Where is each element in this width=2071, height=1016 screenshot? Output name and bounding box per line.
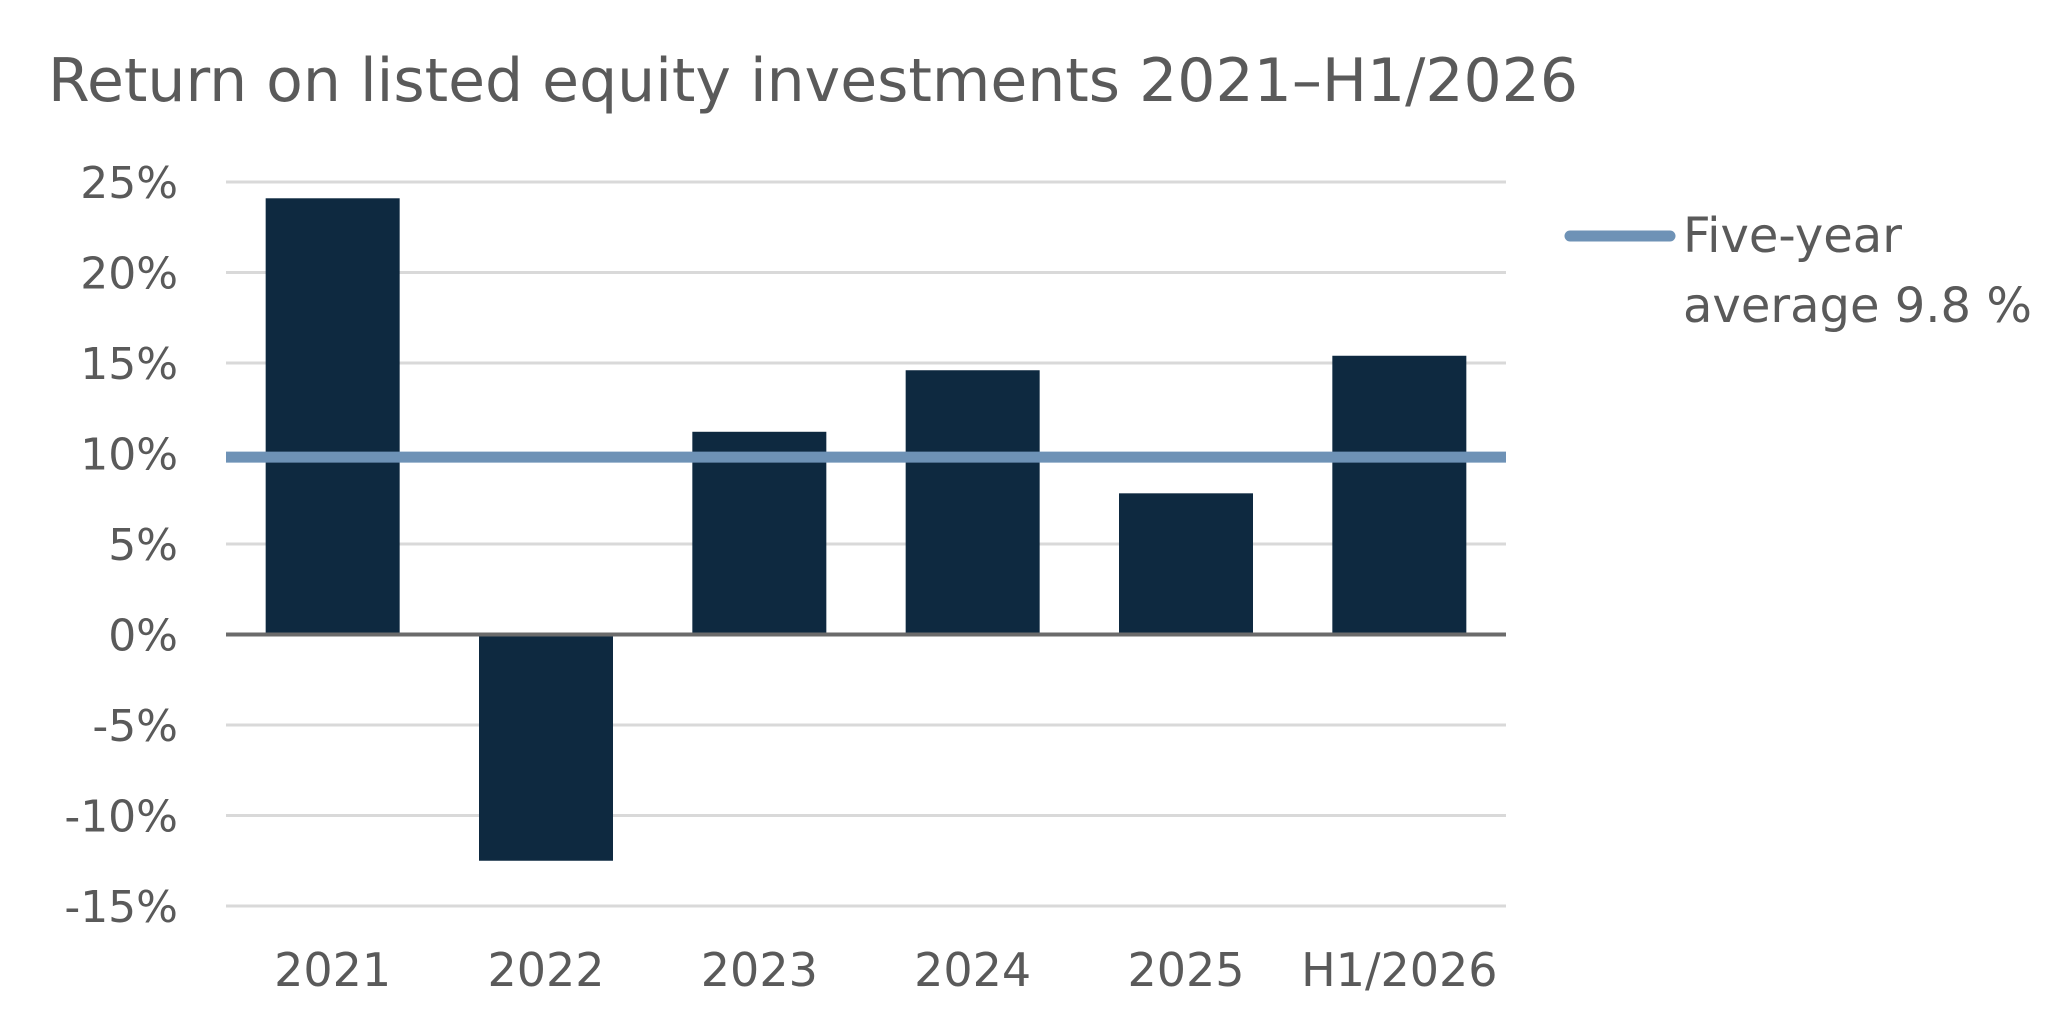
y-tick-label: -5% xyxy=(92,701,178,752)
legend-label-line-2: average 9.8 % xyxy=(1683,278,2032,334)
x-category-label: 2024 xyxy=(914,943,1031,997)
bar-2024 xyxy=(905,370,1040,635)
x-category-label: 2023 xyxy=(701,943,818,997)
y-tick-label: 5% xyxy=(108,520,178,571)
legend: Five-year average 9.8 % xyxy=(1564,208,2032,334)
bar-2025 xyxy=(1119,493,1253,635)
bar-2023 xyxy=(692,431,827,635)
bar-2022 xyxy=(479,634,613,861)
y-tick-label: -10% xyxy=(64,792,178,843)
y-tick-label: 0% xyxy=(108,611,178,662)
legend-label-line-1: Five-year xyxy=(1683,208,1902,264)
chart-title: Return on listed equity investments 2021… xyxy=(48,46,1579,116)
gridlines xyxy=(226,180,1506,908)
y-tick-label: 25% xyxy=(80,158,178,209)
x-category-label: H1/2026 xyxy=(1301,943,1497,997)
y-tick-label: -15% xyxy=(64,882,178,933)
x-category-label: 2025 xyxy=(1127,943,1244,997)
y-axis-tick-labels: 25% 20% 15% 10% 5% 0% -5% -10% -15% xyxy=(64,158,178,933)
bars xyxy=(265,198,1467,861)
x-category-label: 2021 xyxy=(274,943,391,997)
y-tick-label: 10% xyxy=(80,430,178,481)
bar-2021 xyxy=(265,198,400,635)
y-tick-label: 15% xyxy=(80,339,178,390)
bar-h1-2026 xyxy=(1332,355,1467,635)
y-tick-label: 20% xyxy=(80,249,178,300)
x-axis-category-labels: 2021 2022 2023 2024 2025 H1/2026 xyxy=(274,943,1497,997)
x-category-label: 2022 xyxy=(487,943,604,997)
